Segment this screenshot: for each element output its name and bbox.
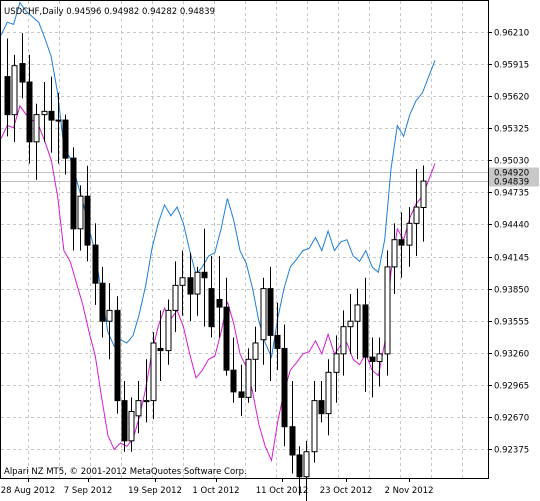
candle-body[interactable] — [252, 342, 259, 360]
candle-body[interactable] — [92, 244, 99, 284]
candle-body[interactable] — [406, 222, 413, 246]
candle-body[interactable] — [398, 239, 405, 246]
candle-body[interactable] — [187, 277, 194, 295]
candle-body[interactable] — [413, 206, 420, 224]
price-tick-label: 0.95915 — [494, 61, 529, 71]
price-tick-label: 0.92965 — [494, 382, 529, 392]
candle-body[interactable] — [128, 410, 135, 442]
date-tick-label: 1 Oct 2012 — [192, 486, 239, 496]
candle-body[interactable] — [333, 353, 340, 373]
candle-body[interactable] — [165, 309, 172, 352]
price-tick-label: 0.94145 — [494, 254, 529, 264]
price-tick-label: 0.93850 — [494, 286, 529, 296]
candle-body[interactable] — [296, 454, 303, 478]
candle-body[interactable] — [260, 288, 267, 341]
price-badge — [489, 167, 539, 178]
candle-body[interactable] — [19, 63, 26, 83]
candle-body[interactable] — [135, 400, 142, 417]
date-tick-label: 28 Aug 2012 — [1, 486, 55, 496]
lower-band-line — [0, 104, 436, 463]
candle-body[interactable] — [230, 369, 237, 393]
candle-body[interactable] — [194, 271, 201, 295]
candle-body[interactable] — [77, 195, 84, 230]
candle-body[interactable] — [62, 119, 69, 159]
candle-body[interactable] — [303, 451, 310, 478]
candle-body[interactable] — [41, 110, 48, 116]
candle-body[interactable] — [33, 114, 40, 143]
candle-body[interactable] — [369, 356, 376, 362]
price-tick-label: 0.93260 — [494, 350, 529, 360]
date-tick-label: 11 Oct 2012 — [256, 486, 309, 496]
candle-body[interactable] — [420, 180, 427, 208]
candle-body[interactable] — [172, 284, 179, 311]
candle-body[interactable] — [281, 347, 288, 428]
candle-body[interactable] — [318, 400, 325, 415]
candle-body[interactable] — [340, 326, 347, 355]
candle-body[interactable] — [216, 298, 223, 308]
price-tick-label: 0.95030 — [494, 157, 529, 167]
candle-body[interactable] — [114, 309, 121, 402]
axes: 0.96210 0.95915 0.95620 0.95325 0.95030 0.947… — [1, 29, 529, 497]
candle-body[interactable] — [201, 271, 208, 279]
candle-body[interactable] — [4, 76, 11, 116]
price-tick-label: 0.94440 — [494, 221, 529, 231]
price-tick-label: 0.94735 — [494, 189, 529, 199]
candle-body[interactable] — [384, 266, 391, 355]
date-tick-label: 23 Oct 2012 — [320, 486, 373, 496]
price-tick-label: 0.92670 — [494, 414, 529, 424]
candle-body[interactable] — [143, 400, 150, 403]
candle-body[interactable] — [347, 320, 354, 328]
candle-body[interactable] — [99, 282, 106, 322]
candle-body[interactable] — [223, 306, 230, 371]
price-badge-label: 0.94920 — [494, 169, 529, 179]
candle-body[interactable] — [11, 65, 18, 116]
price-tick-label: 0.93555 — [494, 318, 529, 328]
candle-body[interactable] — [245, 358, 252, 398]
date-tick-label: 7 Sep 2012 — [64, 486, 112, 496]
candle-body[interactable] — [106, 309, 113, 322]
grid — [1, 1, 488, 478]
chart-header: USDCHF,Daily 0.94596 0.94982 0.94282 0.9… — [4, 7, 215, 17]
candles[interactable] — [4, 33, 427, 501]
copyright-label: Alpari NZ MT5, © 2001-2012 MetaQuotes So… — [4, 467, 247, 477]
candle-body[interactable] — [150, 342, 157, 402]
candle-body[interactable] — [354, 304, 361, 322]
candle-body[interactable] — [362, 304, 369, 358]
candle-body[interactable] — [274, 334, 281, 349]
price-tick-label: 0.92375 — [494, 446, 529, 456]
candle-body[interactable] — [238, 391, 245, 398]
price-tick-label: 0.96210 — [494, 29, 529, 39]
candle-body[interactable] — [84, 195, 91, 246]
candle-body[interactable] — [55, 119, 62, 122]
candle-body[interactable] — [179, 277, 186, 286]
candle-body[interactable] — [157, 347, 164, 352]
candle-body[interactable] — [376, 353, 383, 362]
price-tick-label: 0.95325 — [494, 125, 529, 135]
date-tick-label: 2 Nov 2012 — [384, 486, 433, 496]
price-badge — [489, 176, 539, 187]
candle-body[interactable] — [70, 157, 77, 230]
price-badge-label: 0.94839 — [494, 178, 529, 188]
candle-body[interactable] — [325, 371, 332, 415]
candle-body[interactable] — [267, 288, 274, 336]
candle-body[interactable] — [121, 400, 128, 442]
candle-body[interactable] — [391, 239, 398, 268]
candle-body[interactable] — [26, 81, 33, 143]
candle-body[interactable] — [289, 426, 296, 456]
candle-body[interactable] — [48, 110, 55, 121]
candle-body[interactable] — [311, 400, 318, 453]
date-tick-label: 19 Sep 2012 — [128, 486, 182, 496]
price-tick-label: 0.95620 — [494, 93, 529, 103]
candle-body[interactable] — [208, 288, 215, 328]
